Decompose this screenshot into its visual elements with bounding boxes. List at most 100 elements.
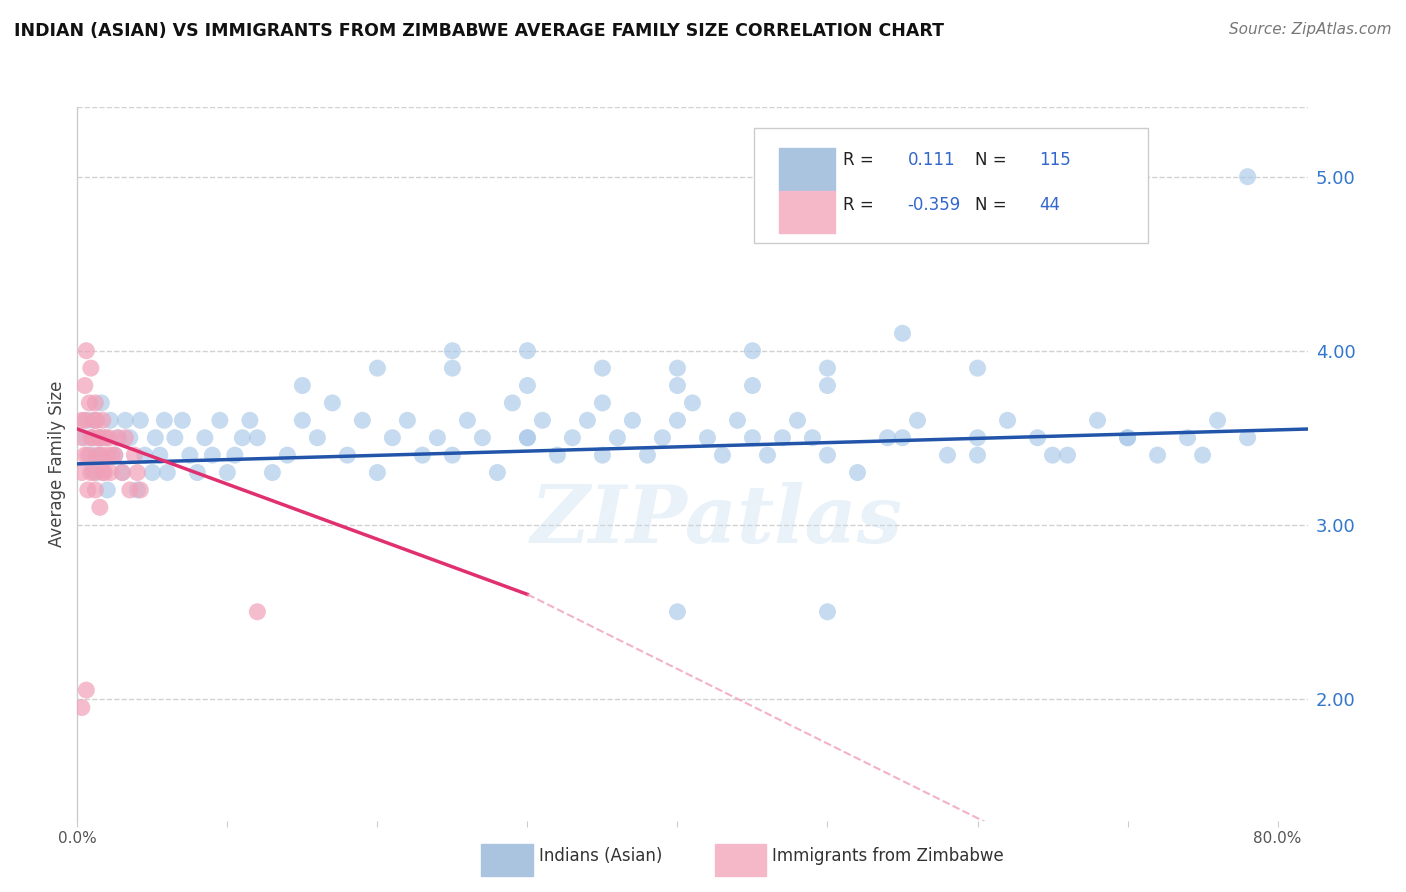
Point	[153, 413, 176, 427]
Point	[224, 448, 246, 462]
Point	[817, 605, 839, 619]
Point	[208, 413, 231, 427]
Point	[73, 378, 96, 392]
Text: N =: N =	[976, 196, 1007, 214]
Point	[239, 413, 262, 427]
Point	[307, 431, 329, 445]
Point	[79, 396, 101, 410]
Point	[87, 431, 110, 445]
Point	[336, 448, 359, 462]
Point	[666, 605, 689, 619]
Point	[73, 448, 96, 462]
Point	[546, 448, 568, 462]
Point	[846, 466, 869, 480]
Point	[82, 431, 104, 445]
Point	[1056, 448, 1078, 462]
Point	[291, 413, 314, 427]
Point	[1146, 448, 1168, 462]
Point	[231, 431, 253, 445]
Point	[561, 431, 583, 445]
Text: N =: N =	[976, 152, 1007, 169]
FancyBboxPatch shape	[779, 148, 835, 191]
Point	[907, 413, 929, 427]
Point	[262, 466, 284, 480]
Point	[366, 466, 388, 480]
Point	[291, 378, 314, 392]
Point	[666, 378, 689, 392]
Text: 115: 115	[1039, 152, 1071, 169]
Point	[786, 413, 808, 427]
Point	[591, 396, 613, 410]
Point	[591, 361, 613, 376]
Text: Source: ZipAtlas.com: Source: ZipAtlas.com	[1229, 22, 1392, 37]
FancyBboxPatch shape	[714, 844, 766, 876]
Point	[90, 448, 112, 462]
Point	[73, 413, 96, 427]
Point	[1236, 169, 1258, 184]
FancyBboxPatch shape	[754, 128, 1147, 243]
Point	[756, 448, 779, 462]
Point	[876, 431, 898, 445]
Point	[73, 431, 96, 445]
Point	[441, 448, 464, 462]
Point	[93, 466, 115, 480]
Point	[83, 413, 105, 427]
Point	[76, 483, 98, 497]
Point	[80, 431, 103, 445]
Point	[141, 466, 163, 480]
Point	[426, 431, 449, 445]
Point	[91, 413, 114, 427]
Text: -0.359: -0.359	[908, 196, 960, 214]
Point	[90, 396, 112, 410]
Point	[621, 413, 644, 427]
Point	[101, 448, 124, 462]
Point	[471, 431, 494, 445]
Point	[83, 466, 105, 480]
Point	[80, 361, 103, 376]
Point	[1042, 448, 1064, 462]
Point	[772, 431, 794, 445]
Point	[411, 448, 433, 462]
Point	[89, 431, 111, 445]
Point	[127, 483, 149, 497]
Point	[94, 431, 117, 445]
Point	[104, 448, 127, 462]
Point	[80, 448, 103, 462]
Text: R =: R =	[842, 152, 873, 169]
Point	[96, 448, 118, 462]
Point	[1026, 431, 1049, 445]
Point	[741, 343, 763, 358]
Point	[91, 466, 114, 480]
Point	[456, 413, 478, 427]
Point	[801, 431, 824, 445]
Point	[86, 466, 108, 480]
Point	[591, 448, 613, 462]
Point	[75, 683, 97, 698]
Point	[817, 448, 839, 462]
Text: INDIAN (ASIAN) VS IMMIGRANTS FROM ZIMBABWE AVERAGE FAMILY SIZE CORRELATION CHART: INDIAN (ASIAN) VS IMMIGRANTS FROM ZIMBAB…	[14, 22, 943, 40]
Point	[70, 431, 93, 445]
Point	[1191, 448, 1213, 462]
Point	[111, 466, 134, 480]
Point	[118, 483, 141, 497]
Point	[682, 396, 704, 410]
Point	[366, 361, 388, 376]
Point	[321, 396, 343, 410]
Point	[76, 413, 98, 427]
Point	[381, 431, 404, 445]
Point	[516, 431, 538, 445]
Point	[1116, 431, 1139, 445]
Point	[576, 413, 599, 427]
Point	[84, 413, 107, 427]
Point	[1116, 431, 1139, 445]
Point	[186, 466, 208, 480]
Point	[179, 448, 201, 462]
Point	[396, 413, 419, 427]
Point	[1177, 431, 1199, 445]
Point	[501, 396, 523, 410]
Point	[80, 466, 103, 480]
Point	[104, 448, 127, 462]
Point	[86, 448, 108, 462]
Point	[76, 448, 98, 462]
Point	[486, 466, 509, 480]
